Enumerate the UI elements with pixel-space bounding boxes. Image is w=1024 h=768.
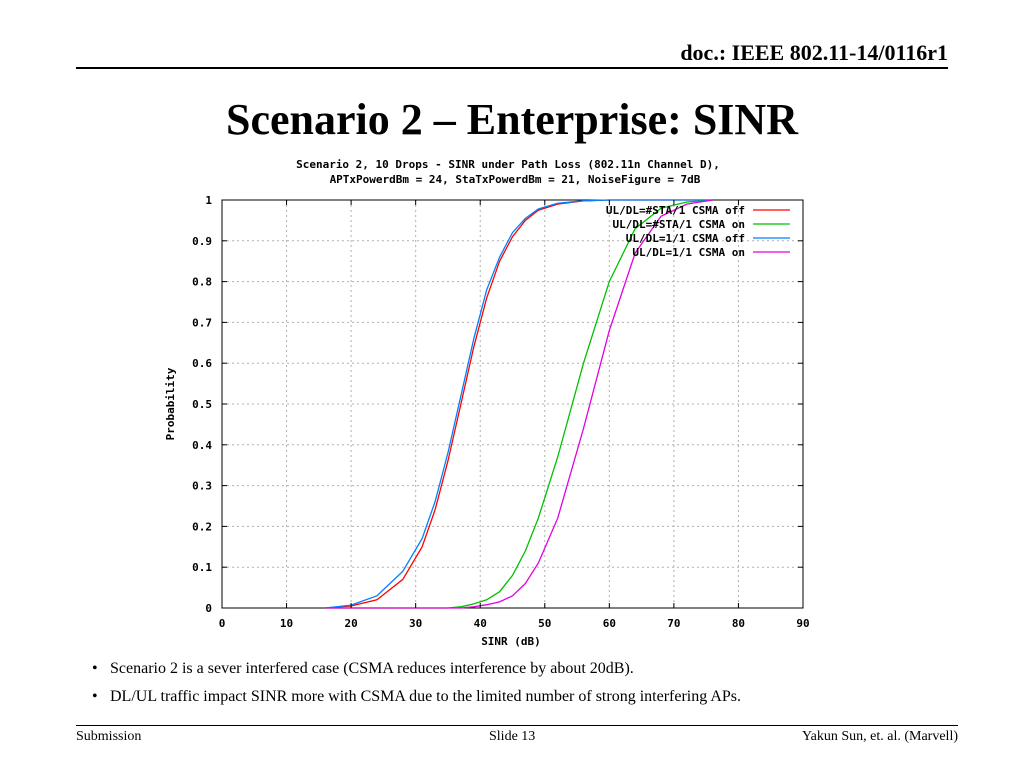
x-tick-label: 60 — [603, 617, 616, 630]
bullet-list: Scenario 2 is a sever interfered case (C… — [90, 660, 741, 716]
y-axis-label: Probability — [164, 367, 177, 440]
y-tick-label: 0.9 — [192, 235, 212, 248]
y-tick-label: 0.5 — [192, 398, 212, 411]
y-tick-label: 0.4 — [192, 439, 212, 452]
doc-id: doc.: IEEE 802.11-14/0116r1 — [680, 40, 948, 65]
chart-series — [325, 199, 713, 609]
chart-grid — [222, 200, 803, 608]
x-tick-label: 90 — [796, 617, 809, 630]
y-tick-label: 0.1 — [192, 561, 212, 574]
series-line-3 — [325, 199, 713, 609]
y-tick-label: 0.6 — [192, 357, 212, 370]
legend-label: UL/DL=#STA/1 CSMA on — [613, 218, 745, 231]
y-tick-label: 0.3 — [192, 480, 212, 493]
x-axis-label: SINR (dB) — [481, 635, 541, 648]
legend-label: UL/DL=#STA/1 CSMA off — [606, 204, 745, 217]
y-tick-label: 0.8 — [192, 276, 212, 289]
sinr-cdf-chart: 0 10 20 30 40 50 60 70 80 90 0 0.1 0.2 0.3 0.4 0.5 0.6 0.… — [164, 158, 810, 648]
x-tick-label: 70 — [667, 617, 680, 630]
slide-title: Scenario 2 – Enterprise: SINR — [226, 95, 798, 144]
legend-label: UL/DL=1/1 CSMA on — [632, 246, 745, 259]
x-tick-label: 10 — [280, 617, 293, 630]
y-tick-label: 1 — [205, 194, 212, 207]
series-line-2 — [325, 199, 713, 609]
x-tick-label: 40 — [474, 617, 487, 630]
bullet-item: DL/UL traffic impact SINR more with CSMA… — [90, 688, 741, 706]
x-tick-label: 20 — [344, 617, 357, 630]
x-tick-label: 50 — [538, 617, 551, 630]
legend-label: UL/DL=1/1 CSMA off — [626, 232, 745, 245]
x-tick-label: 30 — [409, 617, 422, 630]
footer-slide-number: Slide 13 — [489, 729, 536, 744]
footer-rule — [76, 725, 958, 726]
y-tick-label: 0 — [205, 602, 212, 615]
chart-title-line1: Scenario 2, 10 Drops - SINR under Path L… — [296, 158, 720, 171]
header-rule — [76, 67, 948, 69]
y-tick-label: 0.7 — [192, 316, 212, 329]
chart-ticks: 0 10 20 30 40 50 60 70 80 90 0 0.1 0.2 0.3 0.4 0.5 0.6 0.… — [192, 194, 810, 630]
y-tick-label: 0.2 — [192, 520, 212, 533]
bullet-item: Scenario 2 is a sever interfered case (C… — [90, 660, 741, 678]
x-tick-label: 0 — [219, 617, 226, 630]
x-tick-label: 80 — [732, 617, 745, 630]
footer-authors: Yakun Sun, et. al. (Marvell) — [801, 729, 958, 744]
footer-submission: Submission — [76, 729, 142, 744]
chart-title-line2: APTxPowerdBm = 24, StaTxPowerdBm = 21, N… — [330, 173, 701, 186]
